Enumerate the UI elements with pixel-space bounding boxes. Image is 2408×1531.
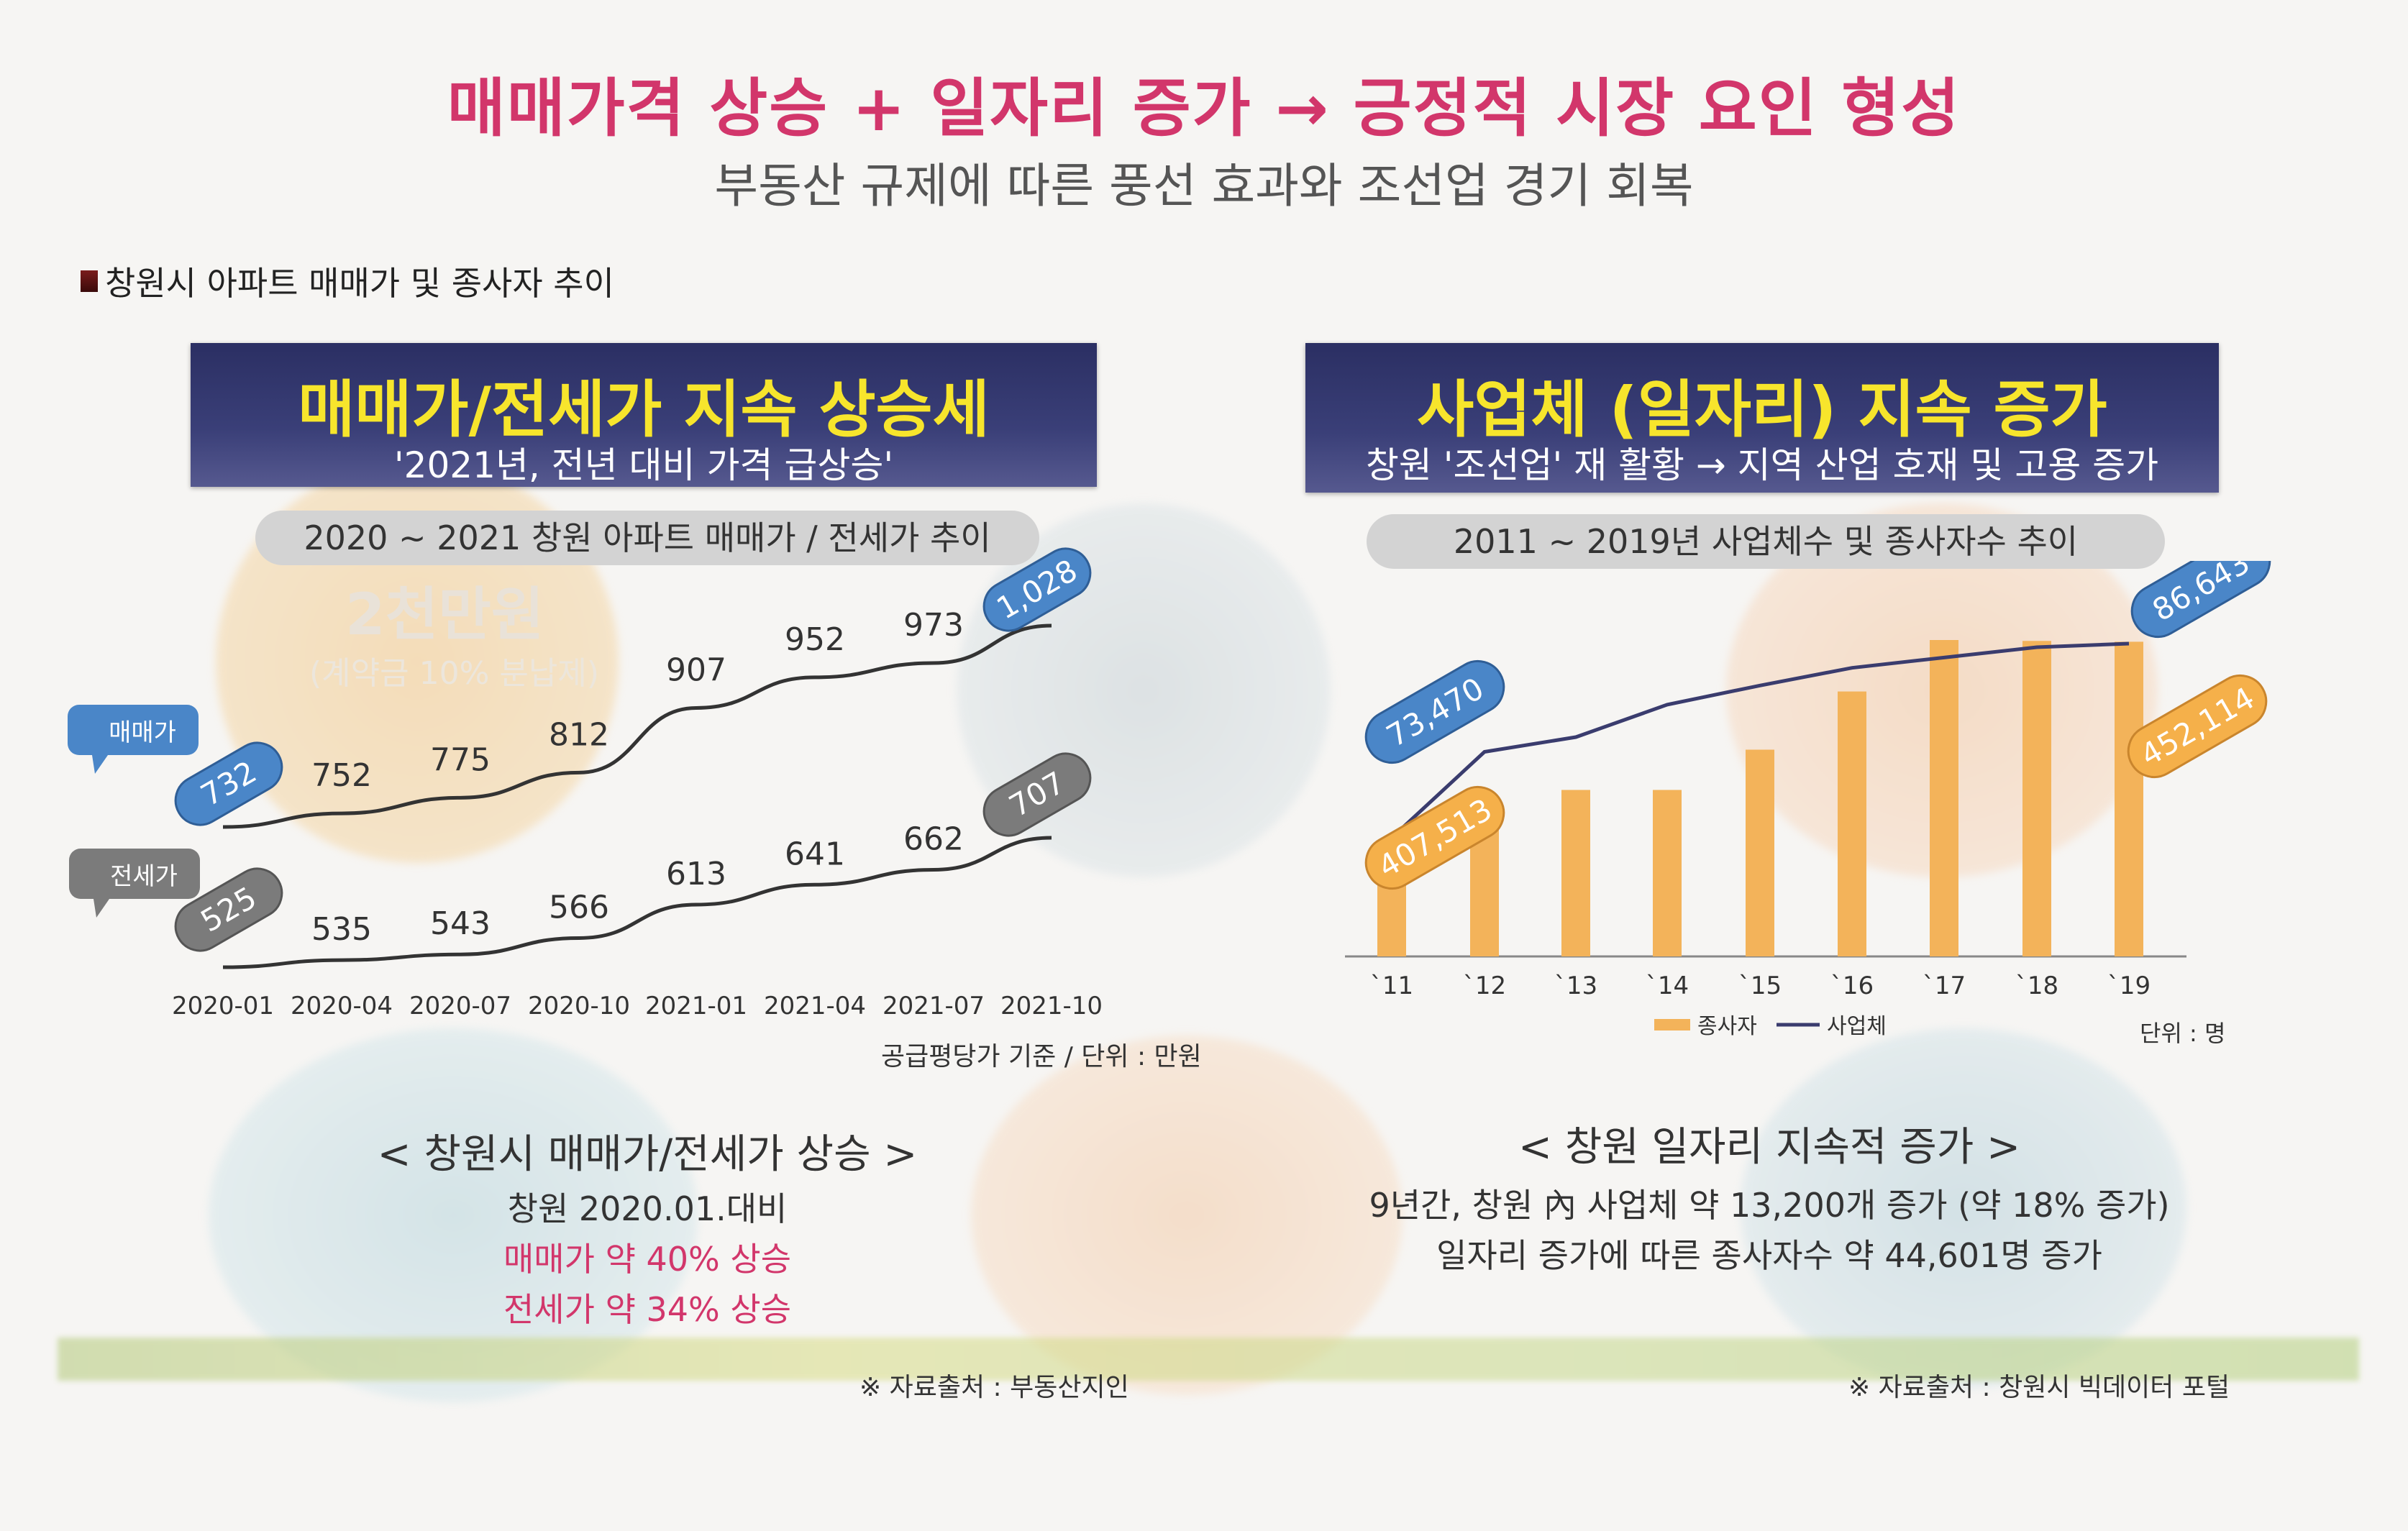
business-last-badge: 86,643 <box>2130 561 2271 638</box>
x-tick-label: 2021-10 <box>1000 992 1103 1020</box>
worker-bar <box>1653 790 1682 956</box>
right-caption-title: < 창원 일자리 지속적 증가 > <box>1518 1124 2021 1171</box>
x-tick-label: `14 <box>1646 972 1689 1000</box>
jeonse-value-label: 662 <box>903 821 964 858</box>
legend-workers: 종사자 <box>1697 1014 1757 1039</box>
x-tick-label: `17 <box>1923 972 1966 1000</box>
x-tick-label: 2021-04 <box>764 992 866 1020</box>
right-caption-line1: 9년간, 창원 內 사업체 약 13,200개 증가 (약 18% 증가) <box>1369 1186 2170 1225</box>
left-caption-line2: 매매가 약 40% 상승 <box>503 1240 792 1279</box>
right-caption-line2: 일자리 증가에 따른 종사자수 약 44,601명 증가 <box>1436 1236 2102 1275</box>
left-chart-title: 2020 ~ 2021 창원 아파트 매매가 / 전세가 추이 <box>255 511 1039 565</box>
left-caption-title: < 창원시 매매가/전세가 상승 > <box>377 1131 918 1178</box>
section-label-text: 창원시 아파트 매매가 및 종사자 추이 <box>105 264 614 303</box>
worker-bar <box>1930 640 1958 956</box>
right-banner: 사업체 (일자리) 지속 증가 창원 '조선업' 재 활황 → 지역 산업 호재… <box>1305 343 2219 493</box>
sale-value-label: 752 <box>311 757 372 794</box>
sale-price-line <box>222 623 1052 829</box>
right-combo-chart: `11 `12 `13 `14 `15 `16 `17 `18 `19 73,470 86,643… <box>1345 561 2271 1039</box>
jeonse-series-badge: 전세가 <box>69 849 200 918</box>
jeonse-series-name: 전세가 <box>110 862 178 891</box>
x-tick-label: 2021-01 <box>645 992 747 1020</box>
x-tick-label: 2020-10 <box>528 992 630 1020</box>
sale-series-name: 매매가 <box>109 718 176 747</box>
jeonse-value-label: 543 <box>430 905 491 942</box>
right-banner-title: 사업체 (일자리) 지속 증가 <box>1417 374 2107 446</box>
worker-bar <box>1746 749 1774 956</box>
jeonse-value-label: 641 <box>785 836 845 872</box>
x-tick-label: 2020-01 <box>172 992 274 1020</box>
jeonse-value-label: 535 <box>311 911 372 948</box>
x-tick-label: 2021-07 <box>883 992 985 1020</box>
worker-bar <box>2022 641 2051 956</box>
section-label: 창원시 아파트 매매가 및 종사자 추이 <box>81 257 614 305</box>
right-source: ※ 자료출처 : 창원시 빅데이터 포털 <box>1848 1373 2230 1402</box>
sale-value-label: 952 <box>785 621 845 658</box>
x-tick-label: `15 <box>1738 972 1782 1000</box>
jeonse-value-badge: 525 <box>174 867 283 952</box>
background-text: 2천만원 <box>345 581 544 648</box>
square-bullet-icon <box>81 270 98 292</box>
background-blob <box>971 1036 1403 1395</box>
x-tick-label: `12 <box>1463 972 1506 1000</box>
left-banner-subtitle: '2021년, 전년 대비 가격 급상승' <box>393 444 894 486</box>
x-tick-label: 2020-04 <box>291 992 393 1020</box>
x-tick-label: `13 <box>1554 972 1597 1000</box>
jeonse-value-label: 566 <box>549 889 609 926</box>
x-tick-label: 2020-07 <box>409 992 511 1020</box>
left-caption-line3: 전세가 약 34% 상승 <box>503 1290 792 1329</box>
left-unit-note: 공급평당가 기준 / 단위 : 만원 <box>881 1042 1202 1071</box>
worker-bar <box>2115 641 2143 956</box>
legend-bar-swatch <box>1654 1019 1690 1030</box>
background-text: (계약금 10% 분납제) <box>309 655 599 692</box>
right-unit-note: 단위 : 명 <box>2140 1020 2226 1047</box>
x-tick-label: `18 <box>2015 972 2058 1000</box>
x-tick-label: `16 <box>1830 972 1874 1000</box>
business-first-badge: 73,470 <box>1364 660 1505 764</box>
jeonse-price-line <box>222 836 1052 969</box>
jeonse-value-label: 613 <box>666 856 726 892</box>
legend-business: 사업체 <box>1827 1014 1887 1039</box>
right-chart-title: 2011 ~ 2019년 사업체수 및 종사자수 추이 <box>1367 514 2165 569</box>
page-title: 매매가격 상승 + 일자리 증가 → 긍정적 시장 요인 형성 <box>447 71 1961 145</box>
sale-value-label: 973 <box>903 607 964 644</box>
background-blob <box>1741 1028 2186 1388</box>
sale-value-label: 812 <box>549 716 609 753</box>
sale-value-label: 775 <box>430 741 491 778</box>
left-source: ※ 자료출처 : 부동산지인 <box>859 1373 1129 1402</box>
x-tick-label: `11 <box>1370 972 1413 1000</box>
right-banner-subtitle: 창원 '조선업' 재 활황 → 지역 산업 호재 및 고용 증가 <box>1365 444 2159 486</box>
business-count-line <box>1390 641 2130 839</box>
worker-bar <box>1838 691 1866 956</box>
page-subtitle: 부동산 규제에 따른 풍선 효과와 조선업 경기 회복 <box>714 158 1694 214</box>
worker-bar <box>1561 790 1590 956</box>
jeonse-value-badge: 707 <box>982 752 1092 837</box>
left-banner-title: 매매가/전세가 지속 상승세 <box>298 374 990 446</box>
left-caption-line1: 창원 2020.01.대비 <box>507 1189 788 1228</box>
sale-series-badge: 매매가 <box>68 705 199 774</box>
grass-strip <box>58 1338 2359 1381</box>
left-banner: 매매가/전세가 지속 상승세 '2021년, 전년 대비 가격 급상승' <box>191 343 1097 487</box>
x-tick-label: `19 <box>2107 972 2151 1000</box>
sale-value-label: 907 <box>666 652 726 688</box>
